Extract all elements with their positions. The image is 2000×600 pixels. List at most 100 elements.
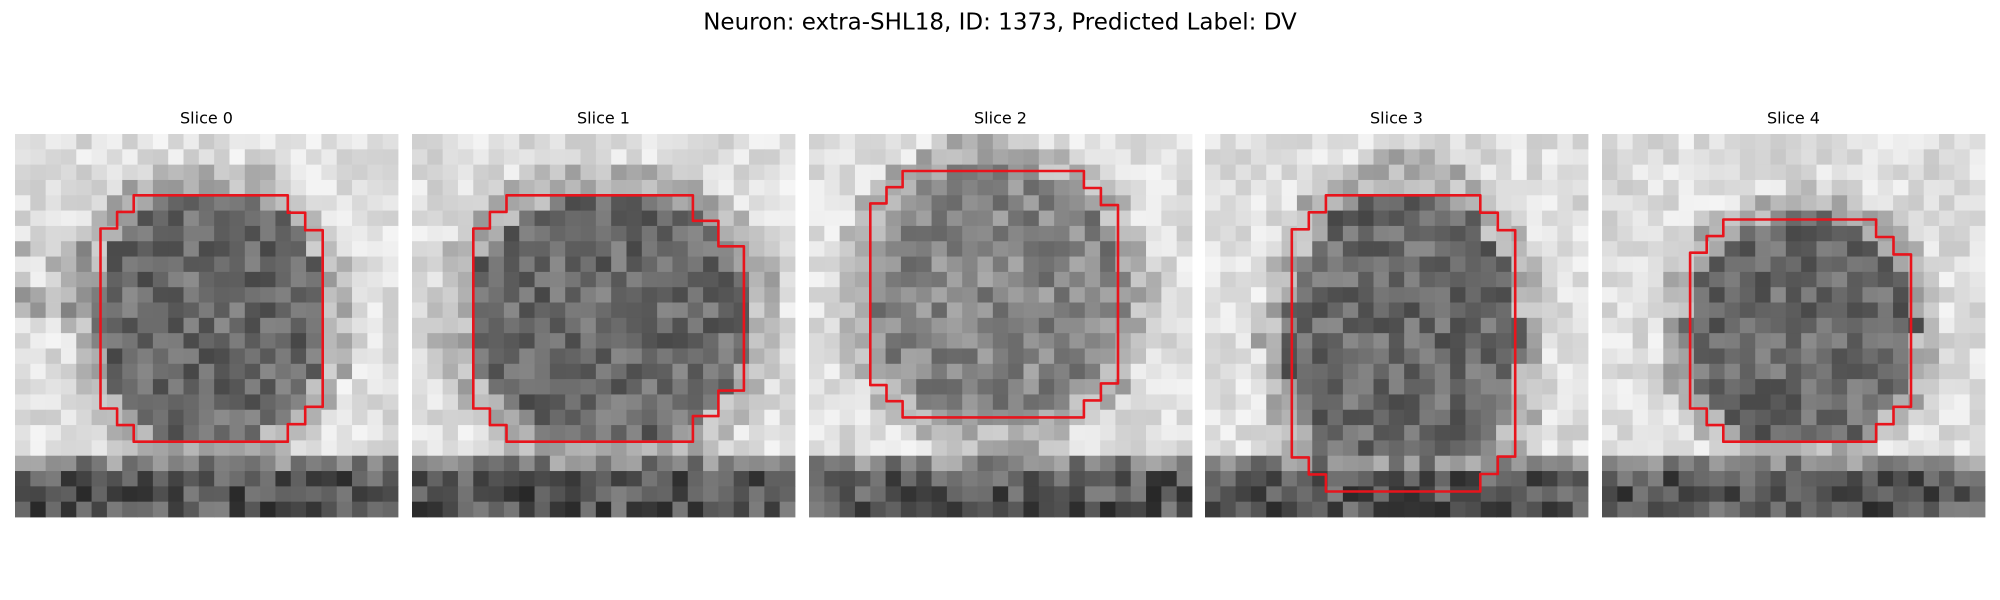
pixel [1327,287,1344,303]
pixel [214,409,230,426]
pixel [1054,225,1070,242]
pixel [1939,363,1955,380]
pixel [1220,317,1237,334]
pixel [1954,409,1971,426]
pixel [1572,164,1589,181]
pixel [214,195,230,211]
pixel [1847,440,1863,457]
pixel [1785,287,1802,303]
pixel [931,225,948,242]
pixel [549,425,566,441]
pixel [1693,486,1710,503]
pixel [321,455,338,472]
pixel [183,348,200,365]
pixel [962,363,978,380]
pixel [336,149,353,166]
pixel [45,379,62,395]
pixel [1969,333,1986,349]
pixel [1465,363,1482,380]
pixel [1023,287,1040,303]
pixel [1542,149,1558,166]
pixel [1480,425,1497,441]
pixel [1146,501,1162,518]
pixel [1434,455,1451,472]
pixel [1923,425,1940,441]
pixel [1100,287,1116,303]
pixel [809,348,825,365]
pixel [457,302,474,319]
pixel [60,440,77,457]
pixel [549,379,566,395]
pixel [1693,333,1710,349]
pixel [931,287,948,303]
pixel [442,302,459,319]
pixel [198,455,215,472]
pixel [1831,256,1848,273]
pixel [549,317,566,334]
pixel [549,455,566,472]
pixel [1176,471,1193,487]
pixel [1220,333,1237,349]
pixel [1419,149,1436,166]
pixel [1893,241,1909,257]
pixel [839,333,856,349]
pixel [611,394,627,411]
pixel [503,271,520,288]
pixel [336,440,353,457]
pixel [1358,164,1374,181]
pixel [321,471,338,487]
pixel [1069,164,1086,181]
pixel [214,164,230,181]
pixel [1480,348,1497,365]
pixel [703,348,719,365]
pixel [580,394,597,411]
pixel [1969,149,1986,166]
pixel [1542,440,1558,457]
pixel [900,302,917,319]
pixel [1296,317,1313,334]
pixel [962,225,978,242]
pixel [687,134,704,150]
pixel [1511,225,1528,242]
pixel [60,195,77,211]
pixel [91,409,108,426]
pixel [870,134,886,150]
pixel [1419,195,1436,211]
pixel [275,394,292,411]
pixel [214,271,230,288]
pixel [352,225,368,242]
pixel [749,256,765,273]
pixel [1419,241,1436,257]
pixel [718,210,735,227]
pixel [534,179,551,196]
pixel [30,333,47,349]
pixel [352,256,368,273]
pixel [1205,409,1221,426]
pixel [1923,164,1940,181]
pixel [779,317,796,334]
pixel [900,486,917,503]
pixel [427,256,444,273]
pixel [519,302,535,319]
pixel [1373,348,1390,365]
pixel [519,333,535,349]
panel-title: Slice 4 [1767,109,1820,128]
pixel [214,210,230,227]
pixel [1739,501,1756,518]
pixel [1693,210,1710,227]
pixel [916,379,932,395]
pixel [1862,317,1879,334]
pixel [1542,348,1558,365]
pixel [641,440,658,457]
pixel [473,455,489,472]
pixel [611,256,627,273]
pixel [1877,149,1894,166]
pixel [1342,271,1359,288]
pixel [1617,134,1634,150]
pixel [15,348,31,365]
pixel [641,179,658,196]
pixel [1146,317,1162,334]
pixel [764,134,781,150]
pixel [1755,394,1771,411]
pixel [839,164,856,181]
